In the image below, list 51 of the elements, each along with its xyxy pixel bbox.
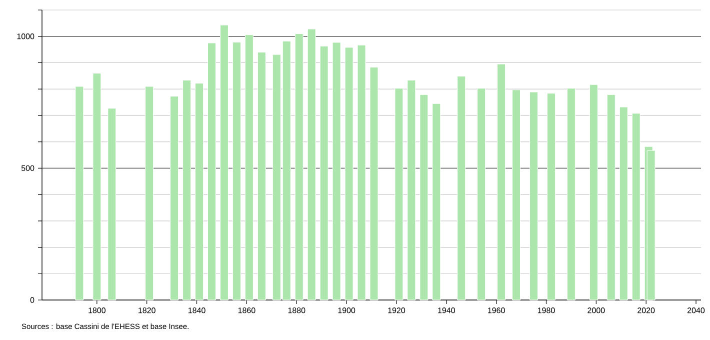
bar [170,96,179,300]
bar [108,108,116,300]
x-tick-label: 1840 [188,308,206,314]
bar [75,86,84,300]
bar [92,73,102,300]
bar [497,64,506,300]
bar [546,93,556,300]
x-tick-label: 1880 [288,308,306,314]
x-tick-label: 2000 [588,308,605,314]
bar [182,80,192,300]
x-tick-label: 1820 [138,308,156,314]
bar [619,106,628,300]
x-tick-label: 1860 [238,308,256,314]
x-tick-label: 1960 [488,308,505,314]
x-tick-label: 1900 [338,308,356,314]
bar [244,34,254,300]
bar [407,80,416,300]
x-tick-label: 1920 [388,308,406,314]
bar [606,94,616,300]
bar [307,28,316,300]
bar [566,88,576,300]
bar [589,84,598,300]
bar [632,113,640,300]
bar [220,24,228,300]
x-tick-label: 1980 [538,308,555,314]
bar [232,42,241,300]
x-tick-label: 2040 [688,308,705,314]
bar [195,83,204,300]
bar [457,76,466,300]
bar [420,94,428,300]
bar [294,33,304,300]
bar [432,103,441,300]
bar [320,46,328,300]
bar [332,42,341,300]
bar [477,88,486,300]
bar [257,52,266,300]
bar [370,66,378,300]
x-tick-label: 2020 [638,308,655,314]
bar [145,86,154,300]
y-tick-label: 500 [21,165,34,172]
y-tick-label: 1000 [17,34,34,40]
bar [512,90,521,300]
bar [344,47,354,300]
x-tick-label: 1800 [88,308,106,314]
y-tick-label: 0 [30,297,34,303]
bar [208,42,216,300]
bar [357,44,366,300]
x-tick-label: 1940 [438,308,455,314]
bar [394,88,404,300]
bar [646,150,656,300]
bar [530,92,538,300]
